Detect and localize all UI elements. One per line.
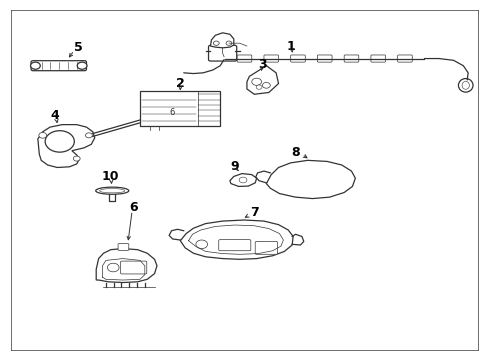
Text: 9: 9 xyxy=(230,160,239,173)
FancyBboxPatch shape xyxy=(237,55,251,62)
FancyBboxPatch shape xyxy=(264,55,278,62)
Text: 2: 2 xyxy=(176,77,184,90)
Polygon shape xyxy=(38,125,95,167)
Polygon shape xyxy=(210,33,233,48)
Text: 6: 6 xyxy=(169,108,174,117)
Circle shape xyxy=(213,41,219,45)
Text: 8: 8 xyxy=(291,146,299,159)
Polygon shape xyxy=(96,249,157,283)
FancyBboxPatch shape xyxy=(344,55,358,62)
Circle shape xyxy=(85,133,92,138)
Text: 10: 10 xyxy=(102,170,119,183)
Circle shape xyxy=(239,177,246,183)
Polygon shape xyxy=(266,160,355,199)
Text: 1: 1 xyxy=(286,40,294,53)
Polygon shape xyxy=(246,66,278,94)
Text: 6: 6 xyxy=(129,201,138,214)
FancyBboxPatch shape xyxy=(218,240,250,251)
Text: 7: 7 xyxy=(249,206,258,219)
FancyBboxPatch shape xyxy=(255,242,277,254)
Ellipse shape xyxy=(461,81,468,89)
Circle shape xyxy=(107,263,119,272)
FancyBboxPatch shape xyxy=(31,61,86,71)
Circle shape xyxy=(30,62,40,69)
Circle shape xyxy=(256,85,262,89)
Polygon shape xyxy=(229,174,256,186)
Circle shape xyxy=(262,82,270,88)
Ellipse shape xyxy=(458,78,472,92)
FancyBboxPatch shape xyxy=(120,261,146,274)
Circle shape xyxy=(39,132,46,138)
Circle shape xyxy=(225,41,231,45)
Bar xyxy=(140,91,220,126)
Circle shape xyxy=(196,240,207,249)
FancyBboxPatch shape xyxy=(317,55,331,62)
Ellipse shape xyxy=(96,187,128,194)
Text: 3: 3 xyxy=(258,58,266,72)
Circle shape xyxy=(45,131,74,152)
Text: 5: 5 xyxy=(74,41,82,54)
Circle shape xyxy=(77,62,87,69)
FancyBboxPatch shape xyxy=(290,55,305,62)
Polygon shape xyxy=(180,220,292,259)
Ellipse shape xyxy=(100,189,124,193)
Text: 4: 4 xyxy=(50,109,59,122)
FancyBboxPatch shape xyxy=(118,244,128,250)
Circle shape xyxy=(73,156,80,161)
FancyBboxPatch shape xyxy=(397,55,411,62)
FancyBboxPatch shape xyxy=(370,55,385,62)
Circle shape xyxy=(251,78,261,85)
FancyBboxPatch shape xyxy=(208,45,236,61)
